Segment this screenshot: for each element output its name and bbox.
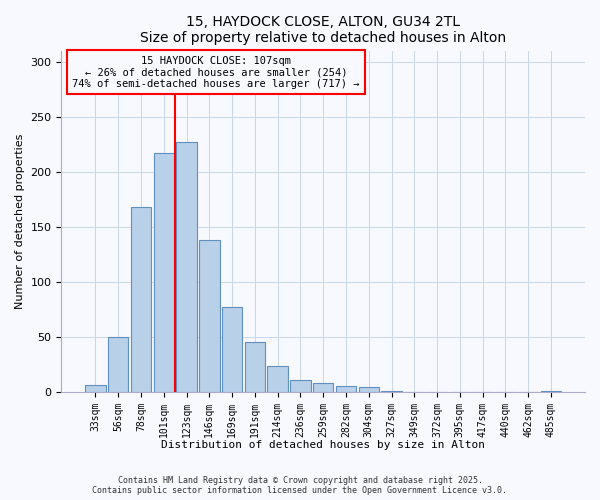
Bar [268,366,288,392]
Bar [154,153,174,392]
Bar [336,386,356,392]
Bar [176,142,197,392]
Bar [222,308,242,392]
Bar [108,337,128,392]
Text: Contains HM Land Registry data © Crown copyright and database right 2025.
Contai: Contains HM Land Registry data © Crown c… [92,476,508,495]
Y-axis label: Number of detached properties: Number of detached properties [15,134,25,309]
Bar [85,384,106,392]
Bar [290,380,311,392]
Bar [313,384,334,392]
Bar [359,386,379,392]
Text: 15 HAYDOCK CLOSE: 107sqm
← 26% of detached houses are smaller (254)
74% of semi-: 15 HAYDOCK CLOSE: 107sqm ← 26% of detach… [72,56,359,89]
Bar [541,391,561,392]
X-axis label: Distribution of detached houses by size in Alton: Distribution of detached houses by size … [161,440,485,450]
Bar [381,391,402,392]
Bar [131,207,151,392]
Bar [245,342,265,392]
Title: 15, HAYDOCK CLOSE, ALTON, GU34 2TL
Size of property relative to detached houses : 15, HAYDOCK CLOSE, ALTON, GU34 2TL Size … [140,15,506,45]
Bar [199,240,220,392]
